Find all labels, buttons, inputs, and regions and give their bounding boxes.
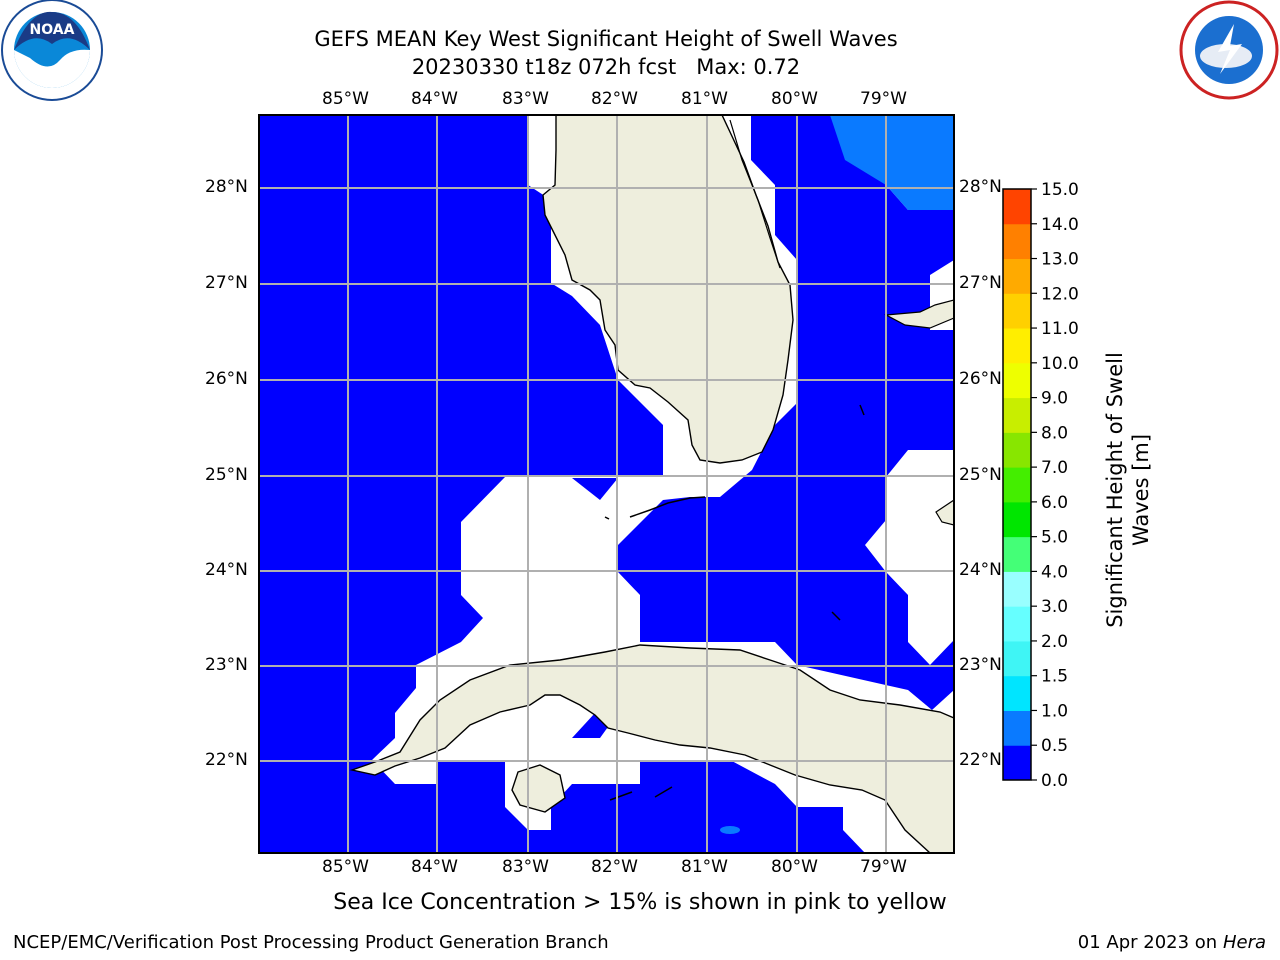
noaa-logo-text: NOAA xyxy=(30,22,75,38)
lon-label-top: 83°W xyxy=(502,89,549,109)
colorbar-tick-label: 3.0 xyxy=(1041,597,1068,617)
florida-lagoon-line xyxy=(729,119,781,269)
lon-label-top: 85°W xyxy=(322,89,369,109)
colorbar-tick-label: 13.0 xyxy=(1041,250,1079,270)
colorbar-tick-label: 6.0 xyxy=(1041,493,1068,513)
lon-label-bottom: 82°W xyxy=(591,857,638,877)
footer-date: 01 Apr 2023 on xyxy=(1077,932,1223,953)
colorbar-label-line1: Significant Height of Swell xyxy=(1103,352,1127,628)
colorbar-segment xyxy=(1003,675,1031,711)
colorbar-tick-label: 1.0 xyxy=(1041,701,1068,721)
cay-sal xyxy=(831,611,841,621)
colorbar-tick-label: 15.0 xyxy=(1041,180,1079,200)
ocean-low-swell-area-east xyxy=(618,115,954,710)
ocean-low-swell-pocket xyxy=(572,478,618,500)
lat-label-right: 27°N xyxy=(959,273,1002,293)
florida-keys-west xyxy=(604,516,610,520)
lon-label-top: 81°W xyxy=(681,89,728,109)
colorbar-segment xyxy=(1003,606,1031,642)
colorbar-tick-label: 1.5 xyxy=(1041,667,1068,687)
colorbar-segment xyxy=(1003,710,1031,746)
colorbar-tick-label: 12.0 xyxy=(1041,284,1079,304)
lon-label-top: 82°W xyxy=(591,89,638,109)
lon-label-top: 79°W xyxy=(860,89,907,109)
colorbar-segment xyxy=(1003,467,1031,503)
lon-label-bottom: 83°W xyxy=(502,857,549,877)
colorbar-tick-label: 5.0 xyxy=(1041,528,1068,548)
colorbar-tick-label: 14.0 xyxy=(1041,215,1079,235)
ocean-mid-swell-spot xyxy=(720,826,740,834)
lat-label-left: 26°N xyxy=(205,369,248,389)
colorbar-tick-label: 2.0 xyxy=(1041,632,1068,652)
colorbar-tick-label: 7.0 xyxy=(1041,458,1068,478)
colorbar-segment xyxy=(1003,745,1031,781)
colorbar: 0.0 0.5 1.0 1.5 2.0 3.0 4.0 5.0 6.0 7.0 8.0 9.0 10.0… xyxy=(1002,180,1079,791)
colorbar-tick-label: 0.5 xyxy=(1041,736,1068,756)
colorbar-tick-label: 4.0 xyxy=(1041,562,1068,582)
lon-label-top: 84°W xyxy=(411,89,458,109)
lat-label-right: 23°N xyxy=(959,655,1002,675)
colorbar-frame xyxy=(1002,188,1032,781)
colorbar-segment xyxy=(1003,189,1031,225)
lon-label-bottom: 81°W xyxy=(681,857,728,877)
ocean-mid-swell-area xyxy=(830,115,954,210)
footer-left: NCEP/EMC/Verification Post Processing Pr… xyxy=(13,932,609,953)
colorbar-label-line2: Waves [m] xyxy=(1129,434,1153,546)
lat-label-right: 24°N xyxy=(959,560,1002,580)
bahamas-grand-bahama xyxy=(883,299,954,329)
lat-label-left: 27°N xyxy=(205,273,248,293)
bahamas-bimini xyxy=(859,404,865,416)
colorbar-tick-label: 0.0 xyxy=(1041,771,1068,791)
colorbar-tick-label: 10.0 xyxy=(1041,354,1079,374)
lat-label-left: 23°N xyxy=(205,655,248,675)
lon-label-bottom: 84°W xyxy=(411,857,458,877)
cuba-cays xyxy=(609,786,673,801)
sea-ice-caption: Sea Ice Concentration > 15% is shown in … xyxy=(333,890,947,915)
colorbar-tick-label: 8.0 xyxy=(1041,423,1068,443)
footer-host: Hera xyxy=(1222,932,1266,953)
colorbar-segment xyxy=(1003,432,1031,468)
lon-label-top: 80°W xyxy=(771,89,818,109)
colorbar-segment xyxy=(1003,223,1031,260)
lat-label-right: 25°N xyxy=(959,465,1002,485)
lat-label-right: 22°N xyxy=(959,750,1002,770)
colorbar-segment xyxy=(1003,397,1031,433)
colorbar-segment xyxy=(1003,258,1031,294)
graticule xyxy=(259,115,954,853)
lat-label-left: 25°N xyxy=(205,465,248,485)
colorbar-segment xyxy=(1003,328,1031,364)
colorbar-tick-label: 11.0 xyxy=(1041,319,1079,339)
lat-label-right: 26°N xyxy=(959,369,1002,389)
isla-juventud xyxy=(511,764,566,813)
florida-land xyxy=(542,115,794,464)
colorbar-segment xyxy=(1003,536,1031,572)
colorbar-segment xyxy=(1003,501,1031,538)
colorbar-segment xyxy=(1003,640,1031,677)
colorbar-tick-label: 9.0 xyxy=(1041,389,1068,409)
lon-label-bottom: 80°W xyxy=(771,857,818,877)
noaa-logo: NOAA xyxy=(1,0,103,101)
chart-title: GEFS MEAN Key West Significant Height of… xyxy=(314,27,898,51)
lat-label-right: 28°N xyxy=(959,177,1002,197)
colorbar-segment xyxy=(1003,571,1031,607)
colorbar-segment xyxy=(1003,362,1031,399)
colorbar-segment xyxy=(1003,293,1031,329)
chart-subtitle: 20230330 t18z 072h fcst Max: 0.72 xyxy=(411,55,801,79)
lat-label-left: 28°N xyxy=(205,177,248,197)
map-frame xyxy=(258,114,955,854)
bahamas-andros xyxy=(935,499,954,526)
colorbar-label: Significant Height of Swell Waves [m] xyxy=(1103,352,1153,628)
ocean-low-swell-area xyxy=(259,115,865,853)
florida-keys xyxy=(629,496,706,518)
nws-logo xyxy=(1179,0,1279,100)
lat-label-left: 24°N xyxy=(205,560,248,580)
lon-label-bottom: 85°W xyxy=(322,857,369,877)
lon-label-bottom: 79°W xyxy=(860,857,907,877)
lat-label-left: 22°N xyxy=(205,750,248,770)
